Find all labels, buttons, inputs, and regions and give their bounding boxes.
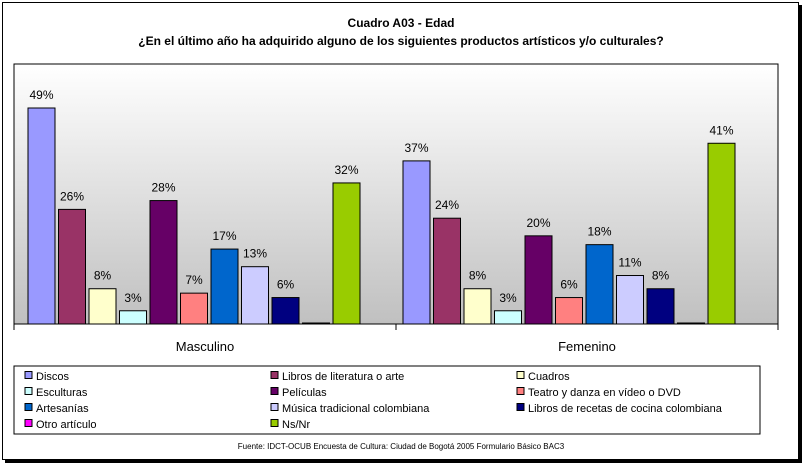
data-label-masculino-ns-nr: 32%: [334, 163, 358, 177]
legend-swatch-cuadros: [516, 371, 525, 379]
category-label-masculino: Masculino: [176, 339, 235, 354]
legend-swatch-otro-articulo: [24, 419, 33, 427]
legend-swatch-ns-nr: [270, 419, 279, 427]
legend-swatch-artesanias: [24, 403, 33, 411]
bar-masculino-artesanias: [210, 248, 239, 325]
chart-title: Cuadro A03 - Edad: [348, 16, 455, 30]
chart: Cuadro A03 - Edad ¿En el último año ha a…: [13, 16, 779, 451]
legend-label-cuadros: Cuadros: [528, 371, 570, 383]
x-axis: Masculino Femenino: [13, 324, 779, 354]
data-label-femenino-peliculas: 20%: [526, 216, 550, 230]
bar-masculino-peliculas: [149, 200, 178, 325]
legend-label-discos: Discos: [36, 371, 70, 383]
bar-femenino-esculturas: [494, 310, 522, 325]
data-label-femenino-teatro-y-danza-en-video-o-dvd: 6%: [560, 278, 578, 292]
bar-femenino-musica-tradicional-colombiana: [616, 275, 644, 325]
chart-subtitle: ¿En el último año ha adquirido alguno de…: [138, 34, 663, 48]
category-label-femenino: Femenino: [558, 339, 616, 354]
data-label-femenino-cuadros: 8%: [469, 269, 487, 283]
legend-label-ns-nr: Ns/Nr: [282, 419, 310, 431]
legend-label-libros-de-recetas-de-cocina-colombiana: Libros de recetas de cocina colombiana: [528, 403, 723, 415]
bar-masculino-libros-de-recetas-de-cocina-colombiana: [271, 297, 300, 325]
legend-label-musica-tradicional-colombiana: Música tradicional colombiana: [282, 403, 430, 415]
bar-masculino-otro-articulo: [302, 322, 330, 325]
bar-femenino-libros-de-recetas-de-cocina-colombiana: [646, 288, 675, 325]
legend-label-libros-de-literatura-o-arte: Libros de literatura o arte: [282, 371, 404, 383]
legend-box: [13, 365, 761, 435]
bar-femenino-discos: [402, 160, 431, 325]
bar-femenino-ns-nr: [707, 142, 736, 325]
data-label-femenino-discos: 37%: [404, 141, 428, 155]
bar-femenino-artesanias: [585, 244, 614, 325]
chart-frame: Cuadro A03 - Edad ¿En el último año ha a…: [2, 2, 799, 460]
data-label-masculino-artesanias: 17%: [212, 229, 236, 243]
legend-swatch-teatro-y-danza-en-video-o-dvd: [516, 387, 525, 395]
data-label-masculino-discos: 49%: [29, 88, 53, 102]
legend-label-otro-articulo: Otro artículo: [36, 419, 97, 431]
legend-swatch-esculturas: [24, 387, 33, 395]
bar-masculino-esculturas: [119, 310, 147, 325]
bar-masculino-discos: [27, 107, 56, 325]
bar-masculino-cuadros: [88, 288, 117, 325]
legend-swatch-libros-de-literatura-o-arte: [270, 371, 279, 379]
legend-label-peliculas: Películas: [282, 387, 327, 399]
legend-swatch-musica-tradicional-colombiana: [270, 403, 279, 411]
data-label-masculino-teatro-y-danza-en-video-o-dvd: 7%: [185, 273, 203, 287]
data-label-masculino-esculturas: 3%: [124, 291, 142, 305]
legend-swatch-libros-de-recetas-de-cocina-colombiana: [516, 403, 525, 411]
data-label-femenino-artesanias: 18%: [587, 225, 611, 239]
data-label-femenino-esculturas: 3%: [499, 291, 517, 305]
data-label-masculino-libros-de-literatura-o-arte: 26%: [60, 189, 84, 203]
legend-swatch-peliculas: [270, 387, 279, 395]
plot-area: [13, 63, 779, 325]
bar-masculino-libros-de-literatura-o-arte: [58, 208, 86, 325]
bar-masculino-teatro-y-danza-en-video-o-dvd: [180, 292, 208, 325]
bar-femenino-cuadros: [463, 288, 492, 325]
data-label-femenino-ns-nr: 41%: [709, 123, 733, 137]
data-label-femenino-musica-tradicional-colombiana: 11%: [618, 256, 641, 270]
data-label-masculino-musica-tradicional-colombiana: 13%: [243, 247, 267, 261]
bar-femenino-libros-de-literatura-o-arte: [433, 217, 461, 325]
data-label-femenino-libros-de-literatura-o-arte: 24%: [435, 198, 459, 212]
legend: Discos Libros de literatura o arte Cuadros…: [24, 371, 723, 431]
data-label-femenino-libros-de-recetas-de-cocina-colombiana: 8%: [652, 269, 670, 283]
bar-masculino-ns-nr: [332, 182, 361, 325]
bar-masculino-musica-tradicional-colombiana: [241, 266, 269, 325]
data-label-masculino-peliculas: 28%: [151, 181, 175, 195]
legend-swatch-discos: [24, 371, 33, 379]
chart-source-note: Fuente: IDCT-OCUB Encuesta de Cultura: C…: [238, 442, 565, 451]
data-label-masculino-cuadros: 8%: [94, 269, 112, 283]
legend-label-teatro-y-danza-en-video-o-dvd: Teatro y danza en vídeo o DVD: [528, 387, 681, 399]
bar-femenino-otro-articulo: [677, 322, 705, 325]
legend-label-artesanias: Artesanías: [36, 403, 89, 415]
bar-femenino-peliculas: [524, 235, 553, 325]
legend-label-esculturas: Esculturas: [36, 387, 88, 399]
bars-group: 49% 26% 8% 3% 28% 7% 17% 13% 6% 32% 37% 24% 8% 3% 20% 6…: [27, 88, 736, 325]
bar-femenino-teatro-y-danza-en-video-o-dvd: [555, 297, 583, 325]
data-label-masculino-libros-de-recetas-de-cocina-colombiana: 6%: [277, 278, 295, 292]
